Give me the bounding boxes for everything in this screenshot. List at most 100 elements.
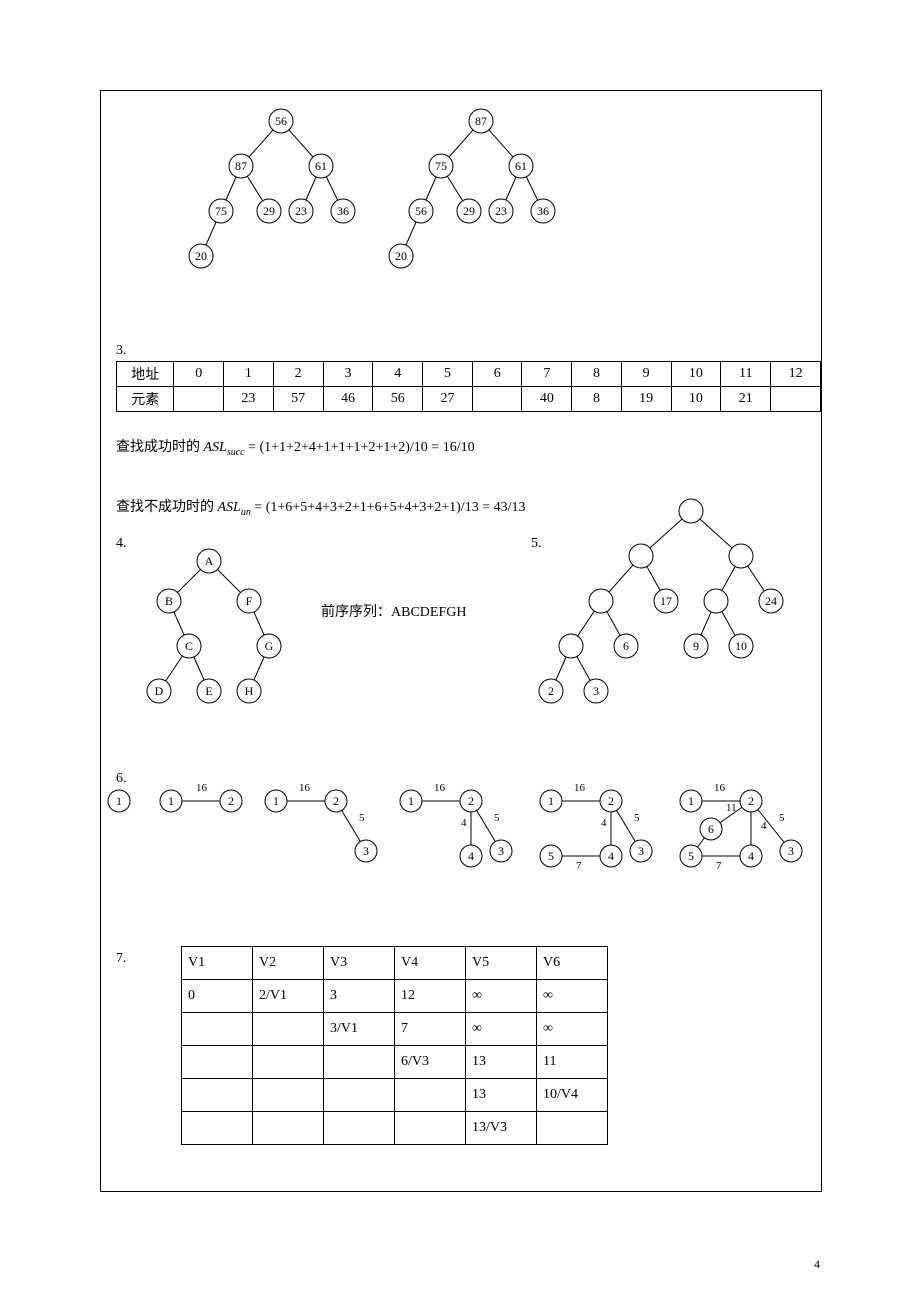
q3-cell: 46 xyxy=(323,387,373,412)
q7-header-cell: V1 xyxy=(182,947,253,980)
q7-header-cell: V4 xyxy=(395,947,466,980)
q7-cell: 11 xyxy=(537,1046,608,1079)
q7-cell: ∞ xyxy=(466,1013,537,1046)
q7-cell: 3 xyxy=(324,980,395,1013)
svg-text:87: 87 xyxy=(235,159,247,173)
q3-cell: 23 xyxy=(223,387,273,412)
svg-text:16: 16 xyxy=(574,782,586,794)
q3-header-cell: 3 xyxy=(323,362,373,387)
q7-cell: 12 xyxy=(395,980,466,1013)
q3-cell xyxy=(174,387,224,412)
svg-text:4: 4 xyxy=(748,849,754,863)
svg-text:87: 87 xyxy=(475,114,487,128)
svg-text:6: 6 xyxy=(623,639,629,653)
q3-cell: 19 xyxy=(621,387,671,412)
svg-text:2: 2 xyxy=(548,684,554,698)
svg-text:1: 1 xyxy=(408,794,414,808)
svg-text:29: 29 xyxy=(263,204,275,218)
q7-label: 7. xyxy=(116,951,127,967)
q7-header-cell: V6 xyxy=(537,947,608,980)
svg-text:G: G xyxy=(265,639,274,653)
svg-text:17: 17 xyxy=(660,594,672,608)
svg-text:3: 3 xyxy=(363,844,369,858)
svg-text:4: 4 xyxy=(601,817,607,829)
svg-text:3: 3 xyxy=(593,684,599,698)
q7-cell: 10/V4 xyxy=(537,1079,608,1112)
q7-cell: 7 xyxy=(395,1013,466,1046)
svg-text:23: 23 xyxy=(295,204,307,218)
q6-svg: 1121612316512341654123451654712345616547… xyxy=(101,771,821,891)
svg-text:5: 5 xyxy=(688,849,694,863)
q3-header-cell: 7 xyxy=(522,362,572,387)
q4-seq: 前序序列：ABCDEFGH xyxy=(321,601,466,621)
svg-text:2: 2 xyxy=(608,794,614,808)
q7-cell xyxy=(253,1079,324,1112)
q3-header-cell: 地址 xyxy=(117,362,174,387)
svg-text:75: 75 xyxy=(215,204,227,218)
svg-text:5: 5 xyxy=(779,812,785,824)
svg-text:6: 6 xyxy=(708,822,714,836)
q7-cell xyxy=(395,1079,466,1112)
svg-text:75: 75 xyxy=(435,159,447,173)
q7-cell xyxy=(182,1046,253,1079)
svg-text:9: 9 xyxy=(693,639,699,653)
q7-cell xyxy=(537,1112,608,1145)
svg-text:16: 16 xyxy=(299,782,311,794)
q3-cell: 8 xyxy=(572,387,622,412)
q7-cell xyxy=(182,1112,253,1145)
svg-text:16: 16 xyxy=(434,782,446,794)
svg-text:D: D xyxy=(155,684,164,698)
svg-text:5: 5 xyxy=(494,812,500,824)
q7-cell xyxy=(395,1112,466,1145)
svg-text:2: 2 xyxy=(333,794,339,808)
q3-header-cell: 0 xyxy=(174,362,224,387)
q7-header-cell: V3 xyxy=(324,947,395,980)
q3-row-label: 元素 xyxy=(117,387,174,412)
q7-cell: ∞ xyxy=(537,1013,608,1046)
svg-text:36: 36 xyxy=(537,204,549,218)
svg-text:1: 1 xyxy=(273,794,279,808)
svg-text:1: 1 xyxy=(116,794,122,808)
q3-cell xyxy=(771,387,821,412)
q3-cell xyxy=(472,387,522,412)
svg-text:56: 56 xyxy=(415,204,427,218)
svg-text:2: 2 xyxy=(468,794,474,808)
q3-cell: 40 xyxy=(522,387,572,412)
svg-text:3: 3 xyxy=(498,844,504,858)
q3-cell: 21 xyxy=(721,387,771,412)
q7-cell xyxy=(253,1112,324,1145)
svg-text:61: 61 xyxy=(315,159,327,173)
q3-header-cell: 1 xyxy=(223,362,273,387)
svg-text:B: B xyxy=(165,594,173,608)
q7-header-cell: V2 xyxy=(253,947,324,980)
q3-cell: 10 xyxy=(671,387,721,412)
q7-cell: 0 xyxy=(182,980,253,1013)
svg-text:5: 5 xyxy=(548,849,554,863)
q7-cell xyxy=(253,1013,324,1046)
q3-header-cell: 6 xyxy=(472,362,522,387)
svg-text:E: E xyxy=(205,684,212,698)
svg-text:4: 4 xyxy=(761,820,767,832)
svg-text:A: A xyxy=(205,554,214,568)
svg-text:29: 29 xyxy=(463,204,475,218)
svg-text:16: 16 xyxy=(196,782,208,794)
q7-header-cell: V5 xyxy=(466,947,537,980)
q7-cell: 2/V1 xyxy=(253,980,324,1013)
svg-text:3: 3 xyxy=(788,844,794,858)
svg-text:23: 23 xyxy=(495,204,507,218)
q3-cell: 27 xyxy=(423,387,473,412)
q7-cell: 3/V1 xyxy=(324,1013,395,1046)
svg-text:7: 7 xyxy=(576,860,582,872)
svg-text:1: 1 xyxy=(168,794,174,808)
svg-text:5: 5 xyxy=(359,812,365,824)
svg-text:2: 2 xyxy=(228,794,234,808)
q7-cell xyxy=(253,1046,324,1079)
q3-table: 地址0123456789101112 元素2357465627408191021 xyxy=(116,361,821,412)
q7-cell xyxy=(182,1079,253,1112)
q3-header-cell: 11 xyxy=(721,362,771,387)
svg-text:5: 5 xyxy=(634,812,640,824)
q3-header-cell: 10 xyxy=(671,362,721,387)
svg-text:1: 1 xyxy=(688,794,694,808)
q7-cell xyxy=(182,1013,253,1046)
q7-cell xyxy=(324,1112,395,1145)
